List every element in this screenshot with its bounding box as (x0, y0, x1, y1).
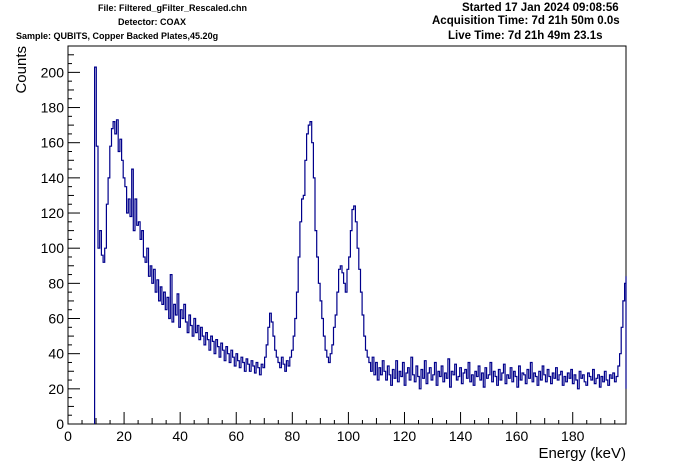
x-tick-label: 160 (505, 428, 529, 444)
y-axis-title: Counts (13, 46, 30, 94)
detector-name: Detector: COAX (118, 17, 187, 27)
y-tick-label: 40 (48, 346, 64, 362)
x-tick-label: 40 (172, 428, 188, 444)
x-tick-label: 120 (393, 428, 417, 444)
axis-ticks: 0 20 40 60 80 100 120 140 160 180 0 20 40 60 80 100 120 1… (41, 45, 616, 444)
file-name: File: Filtered_gFilter_Rescaled.chn (98, 3, 248, 13)
x-tick-label: 20 (116, 428, 132, 444)
x-tick-label: 0 (64, 428, 72, 444)
x-tick-label: 140 (449, 428, 473, 444)
y-tick-label: 180 (41, 100, 65, 116)
y-tick-label: 80 (48, 275, 64, 291)
x-tick-label: 100 (337, 428, 361, 444)
y-tick-label: 20 (48, 381, 64, 397)
x-tick-label: 60 (228, 428, 244, 444)
y-tick-label: 160 (41, 135, 65, 151)
plot-frame (67, 45, 627, 425)
y-tick-label: 100 (41, 240, 65, 256)
spectrum-line (94, 66, 627, 424)
y-tick-label: 60 (48, 311, 64, 327)
start-time: Started 17 Jan 2024 09:08:56 (462, 2, 619, 14)
sample-description: Sample: QUBITS, Copper Backed Plates,45.… (16, 31, 219, 41)
x-tick-label: 80 (285, 428, 301, 444)
x-tick-label: 180 (561, 428, 585, 444)
acquisition-time: Acquisition Time: 7d 21h 50m 0.0s (432, 15, 620, 27)
y-tick-label: 200 (41, 64, 65, 80)
y-tick-label: 0 (56, 416, 64, 432)
y-tick-label: 140 (41, 170, 65, 186)
live-time: Live Time: 7d 21h 49m 23.1s (448, 30, 603, 42)
x-axis-title: Energy (keV) (538, 445, 626, 462)
y-tick-label: 120 (41, 205, 65, 221)
